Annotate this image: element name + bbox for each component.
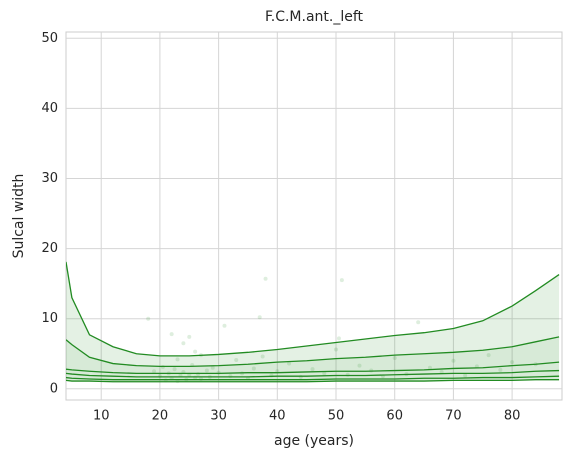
scatter-point <box>216 370 221 375</box>
scatter-point <box>260 354 265 359</box>
centile-line <box>66 261 560 357</box>
scatter-point <box>204 368 209 373</box>
scatter-point <box>336 336 341 341</box>
x-tick-label: 60 <box>386 409 403 424</box>
scatter-point <box>193 349 198 354</box>
y-tick-label: 20 <box>41 241 58 256</box>
y-tick-label: 50 <box>41 31 58 46</box>
scatter-point <box>172 367 177 372</box>
plot-content <box>66 261 560 384</box>
x-tick-label: 50 <box>328 409 345 424</box>
scatter-point <box>160 365 165 370</box>
y-axis-label: Sulcal width <box>11 174 27 259</box>
centile-line <box>66 379 560 383</box>
scatter-point <box>357 363 362 368</box>
x-tick-label: 30 <box>210 409 227 424</box>
x-tick-label: 40 <box>269 409 286 424</box>
scatter-point <box>345 372 350 377</box>
scatter-point <box>181 341 186 346</box>
scatter-point <box>298 374 303 379</box>
y-tick-label: 40 <box>41 101 58 116</box>
plot-layer: 0 10 20 30 40 50 10 20 30 40 50 60 70 80 <box>41 31 562 424</box>
scatter-point <box>263 276 268 281</box>
scatter-point <box>310 367 315 372</box>
x-tick-label: 20 <box>152 409 169 424</box>
centile-band <box>66 336 560 382</box>
y-tick-label: 30 <box>41 171 58 186</box>
scatter-point <box>463 373 468 378</box>
scatter-point <box>416 320 421 325</box>
scatter-point <box>486 353 491 358</box>
scatter-point <box>146 316 151 321</box>
scatter-point <box>234 358 239 363</box>
x-tick-label: 70 <box>445 409 462 424</box>
scatter-point <box>187 334 192 339</box>
chart-title: F.C.M.ant._left <box>265 9 364 25</box>
x-tick-label: 10 <box>93 409 110 424</box>
scatter-point <box>199 376 204 381</box>
scatter-point <box>175 357 180 362</box>
scatter-point <box>451 358 456 363</box>
scatter-point <box>193 375 198 380</box>
y-tick-label: 10 <box>41 311 58 326</box>
scatter-point <box>196 372 201 377</box>
scatter-point <box>152 369 157 374</box>
centile-line <box>66 375 560 381</box>
centile-line <box>66 369 560 378</box>
scatter-point <box>334 347 339 352</box>
x-axis-label: age (years) <box>274 433 354 449</box>
scatter-point <box>157 374 162 379</box>
centile-line <box>66 336 560 368</box>
y-tick-label: 0 <box>50 381 58 396</box>
scatter-point <box>169 332 174 337</box>
plot-area <box>65 31 563 401</box>
scatter-point <box>228 374 233 379</box>
scatter-point <box>322 371 327 376</box>
scatter-point <box>439 369 444 374</box>
scatter-point <box>210 365 215 370</box>
centile-line <box>66 361 560 375</box>
scatter-point <box>498 367 503 372</box>
scatter-point <box>392 355 397 360</box>
x-tick-label: 80 <box>504 409 521 424</box>
scatter-point <box>222 323 227 328</box>
scatter-point <box>287 361 292 366</box>
scatter-point <box>510 360 515 365</box>
centile-band <box>66 261 560 367</box>
scatter-point <box>251 366 256 371</box>
scatter-point <box>339 278 344 283</box>
scatter-point <box>257 315 262 320</box>
scatter-point <box>427 365 432 370</box>
